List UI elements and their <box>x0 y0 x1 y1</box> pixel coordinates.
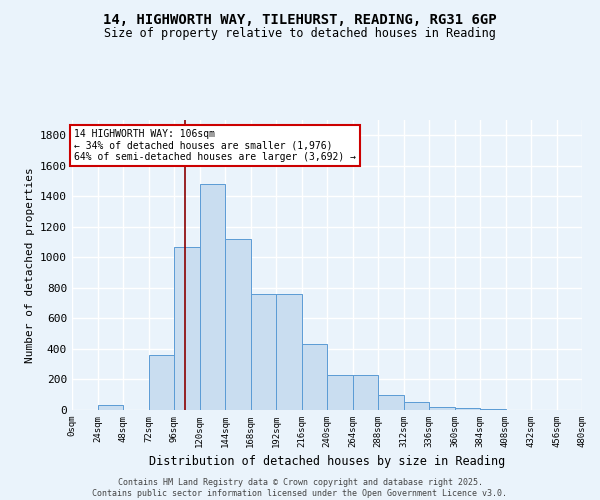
Text: Size of property relative to detached houses in Reading: Size of property relative to detached ho… <box>104 28 496 40</box>
Bar <box>327 375 353 410</box>
Bar <box>429 407 455 410</box>
X-axis label: Distribution of detached houses by size in Reading: Distribution of detached houses by size … <box>149 456 505 468</box>
Y-axis label: Number of detached properties: Number of detached properties <box>25 167 35 363</box>
Text: 14 HIGHWORTH WAY: 106sqm
← 34% of detached houses are smaller (1,976)
64% of sem: 14 HIGHWORTH WAY: 106sqm ← 34% of detach… <box>74 129 356 162</box>
Bar <box>149 355 174 410</box>
Bar <box>404 402 429 410</box>
Bar <box>353 375 378 410</box>
Bar <box>378 394 404 410</box>
Bar <box>97 406 123 410</box>
Bar <box>251 294 276 410</box>
Bar <box>480 409 505 410</box>
Bar <box>199 184 225 410</box>
Text: Contains HM Land Registry data © Crown copyright and database right 2025.
Contai: Contains HM Land Registry data © Crown c… <box>92 478 508 498</box>
Text: 14, HIGHWORTH WAY, TILEHURST, READING, RG31 6GP: 14, HIGHWORTH WAY, TILEHURST, READING, R… <box>103 12 497 26</box>
Bar <box>455 408 480 410</box>
Bar <box>302 344 327 410</box>
Bar <box>174 248 199 410</box>
Bar <box>225 239 251 410</box>
Bar <box>276 294 302 410</box>
